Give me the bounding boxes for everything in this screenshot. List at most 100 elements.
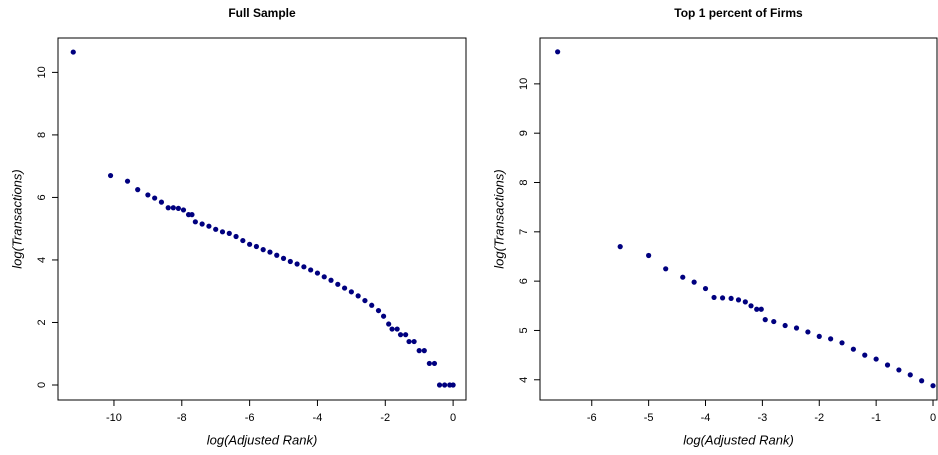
x-axis-label: log(Adjusted Rank) (683, 432, 794, 447)
point (930, 383, 936, 389)
point (735, 297, 742, 303)
point (233, 233, 239, 240)
x-tick-label: -4 (701, 412, 711, 424)
point (369, 302, 375, 308)
y-tick-label: 6 (36, 194, 48, 200)
point (719, 295, 726, 301)
point (380, 313, 387, 319)
point (192, 219, 198, 225)
y-tick-label: 7 (518, 229, 530, 235)
point (206, 223, 212, 229)
point (919, 378, 925, 384)
plot-frame (539, 37, 938, 401)
point (431, 360, 438, 367)
point (335, 281, 341, 287)
plot-frame (57, 37, 467, 401)
x-tick-label: -5 (644, 412, 654, 424)
x-tick-label: -3 (757, 412, 767, 424)
chart-title: Full Sample (228, 6, 296, 20)
point (152, 195, 158, 201)
point (348, 289, 354, 295)
point (386, 321, 392, 327)
y-axis-label: log(Transactions) (9, 169, 24, 268)
point (691, 279, 697, 285)
point (274, 252, 280, 258)
y-tick-label: 4 (518, 377, 530, 383)
point (287, 258, 293, 265)
point (426, 360, 432, 367)
point (135, 187, 141, 193)
point (175, 205, 181, 211)
point (555, 49, 561, 55)
point (728, 295, 734, 302)
point (253, 243, 260, 250)
point (247, 241, 253, 247)
point (862, 352, 868, 358)
x-tick-label: -10 (106, 412, 122, 424)
point (180, 207, 187, 213)
point (754, 306, 760, 312)
point (450, 382, 456, 388)
point (107, 172, 114, 179)
point (124, 178, 131, 184)
x-tick-label: -2 (814, 412, 824, 424)
point (617, 244, 623, 250)
x-tick-label: -6 (587, 412, 597, 424)
point (758, 306, 764, 312)
point (873, 356, 879, 362)
point (189, 212, 195, 218)
point (771, 318, 777, 325)
point (321, 274, 327, 280)
point (280, 255, 287, 261)
point (421, 348, 427, 354)
y-tick-label: 6 (518, 278, 530, 284)
x-tick-label: -8 (177, 412, 187, 424)
point (355, 293, 361, 299)
point (294, 261, 300, 267)
y-tick-label: 4 (36, 257, 48, 263)
point (680, 274, 686, 280)
x-tick-label: -1 (871, 412, 881, 424)
point (762, 317, 768, 323)
point (646, 252, 652, 259)
x-tick-label: 0 (930, 412, 936, 424)
y-axis-label: log(Transactions) (491, 169, 506, 268)
y-tick-label: 10 (36, 66, 48, 78)
point (850, 346, 856, 352)
point (406, 338, 412, 345)
point (403, 332, 409, 338)
point (436, 382, 443, 388)
point (397, 332, 404, 338)
point (158, 199, 165, 205)
point (711, 294, 717, 301)
point (805, 329, 811, 335)
y-tick-label: 5 (518, 327, 530, 333)
point (314, 270, 321, 276)
point (226, 230, 232, 236)
point (411, 338, 417, 345)
y-tick-label: 8 (36, 132, 48, 138)
point (782, 322, 788, 329)
point (362, 297, 368, 304)
point (884, 362, 891, 368)
point (375, 307, 382, 314)
x-tick-label: -6 (245, 412, 255, 424)
point (663, 266, 669, 272)
point (301, 264, 307, 270)
y-tick-label: 10 (518, 78, 530, 90)
x-axis-label: log(Adjusted Rank) (207, 432, 318, 447)
point (896, 367, 902, 373)
x-tick-label: -4 (313, 412, 323, 424)
point (219, 229, 226, 235)
point (389, 326, 395, 332)
point (793, 325, 800, 331)
point (70, 49, 76, 55)
point (308, 267, 314, 273)
point (240, 237, 246, 244)
point (394, 326, 400, 332)
y-tick-label: 0 (36, 382, 48, 388)
x-tick-label: 0 (450, 412, 456, 424)
point (145, 192, 151, 198)
point (442, 382, 448, 388)
